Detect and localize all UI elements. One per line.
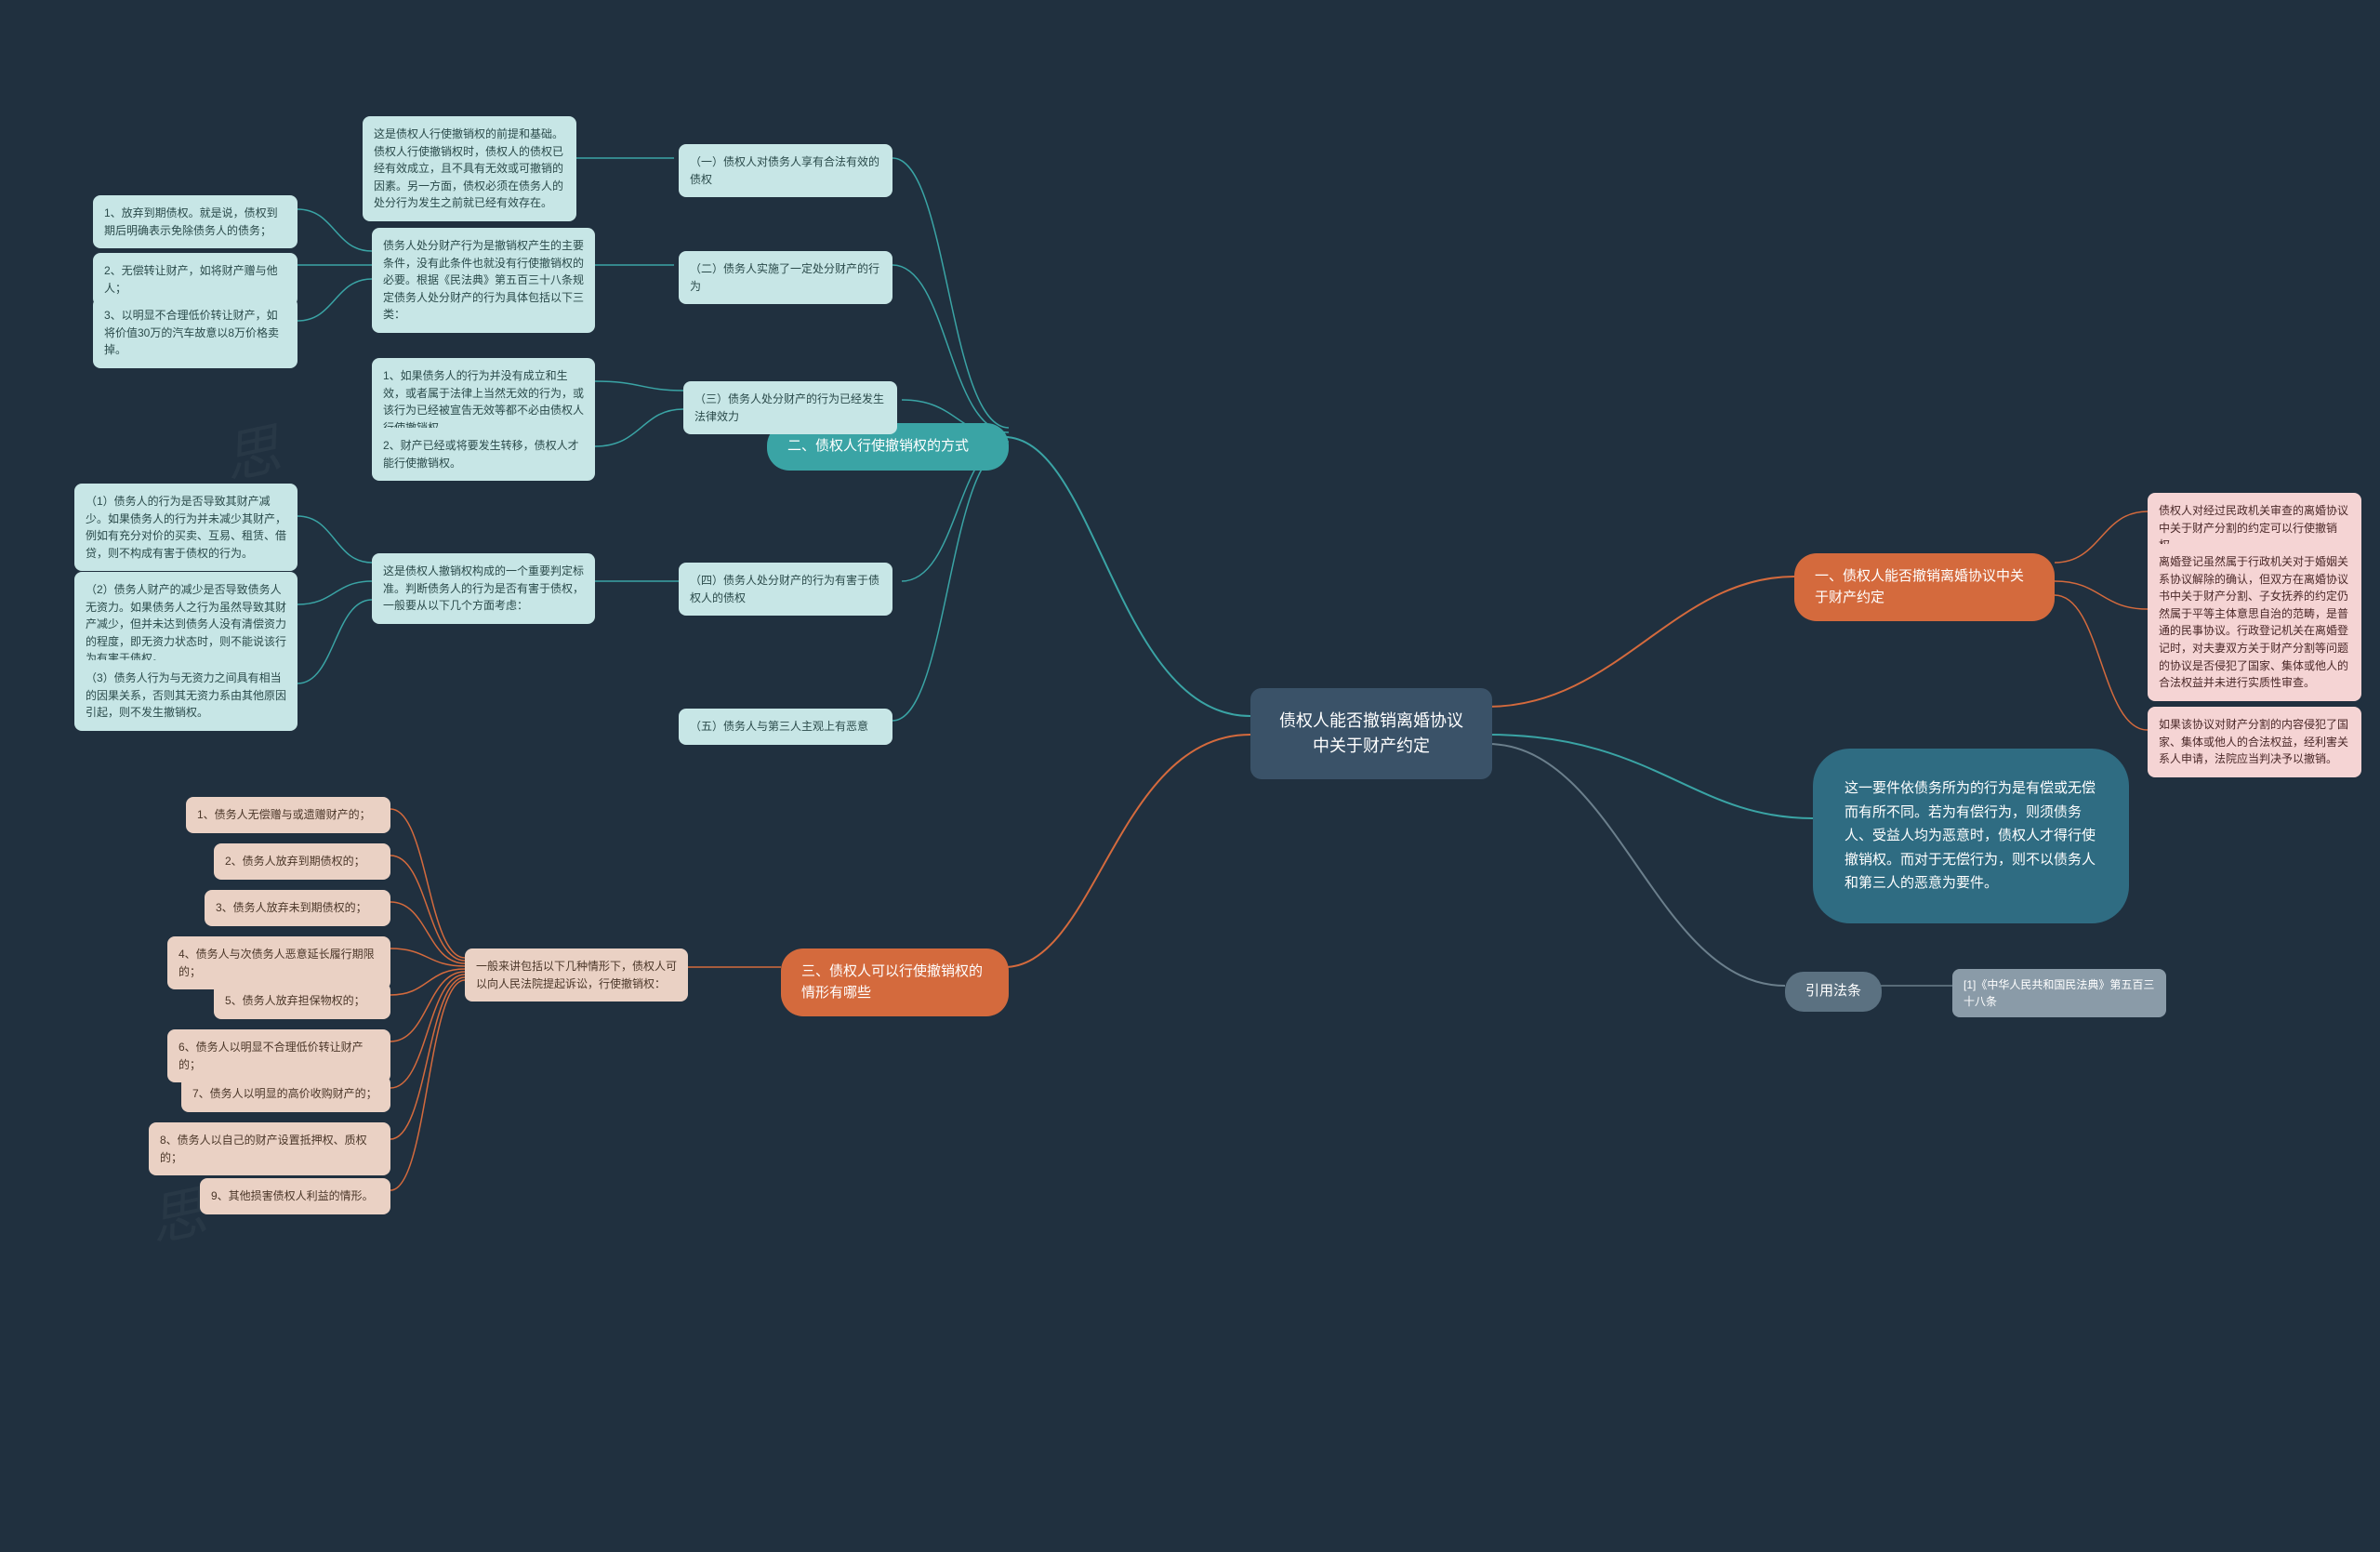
branch-3: 三、债权人可以行使撤销权的情形有哪些 [781,948,1009,1016]
branch-2-sub2-item-c: 3、以明显不合理低价转让财产，如将价值30万的汽车故意以8万价格卖掉。 [93,298,298,368]
branch-1-sub3: 如果该协议对财产分割的内容侵犯了国家、集体或他人的合法权益，经利害关系人申请，法… [2148,707,2361,777]
branch-3-item-b: 2、债务人放弃到期债权的； [214,843,390,880]
branch-3-item-c: 3、债务人放弃未到期债权的； [205,890,390,926]
branch-2-sub1: （一）债权人对债务人享有合法有效的债权 [679,144,892,197]
branch-3-item-i: 9、其他损害债权人利益的情形。 [200,1178,390,1214]
branch-2-sub2-detail: 债务人处分财产行为是撤销权产生的主要条件，没有此条件也就没有行使撤销权的必要。根… [372,228,595,333]
branch-4-detail: [1]《中华人民共和国民法典》第五百三十八条 [1952,969,2166,1017]
branch-2-sub3-item-b: 2、财产已经或将要发生转移，债权人才能行使撤销权。 [372,428,595,481]
branch-2-sub2: （二）债务人实施了一定处分财产的行为 [679,251,892,304]
watermark: 思 [216,405,287,496]
branch-2-sub5: （五）债务人与第三人主观上有恶意 [679,709,892,745]
branch-3-item-h: 8、债务人以自己的财产设置抵押权、质权的； [149,1122,390,1175]
branch-2-sub1-detail: 这是债权人行使撤销权的前提和基础。债权人行使撤销权时，债权人的债权已经有效成立，… [363,116,576,221]
branch-3-item-g: 7、债务人以明显的高价收购财产的； [181,1076,390,1112]
branch-3-detail: 一般来讲包括以下几种情形下，债权人可以向人民法院提起诉讼，行使撤销权： [465,948,688,1002]
root-node: 债权人能否撤销离婚协议中关于财产约定 [1250,688,1492,779]
branch-2-sub2-item-a: 1、放弃到期债权。就是说，债权到期后明确表示免除债务人的债务； [93,195,298,248]
branch-3-item-e: 5、债务人放弃担保物权的； [214,983,390,1019]
branch-2-sub4-item-c: （3）债务人行为与无资力之间具有相当的因果关系，否则其无资力系由其他原因引起，则… [74,660,298,731]
branch-3-item-d: 4、债务人与次债务人恶意延长履行期限的； [167,936,390,989]
branch-2-sub4-item-a: （1）债务人的行为是否导致其财产减少。如果债务人的行为并未减少其财产，例如有充分… [74,484,298,571]
branch-2-sub3: （三）债务人处分财产的行为已经发生法律效力 [683,381,897,434]
branch-3-item-a: 1、债务人无偿赠与或遗赠财产的； [186,797,390,833]
branch-2-sub4: （四）债务人处分财产的行为有害于债权人的债权 [679,563,892,616]
branch-1: 一、债权人能否撤销离婚协议中关于财产约定 [1794,553,2055,621]
branch-3-item-f: 6、债务人以明显不合理低价转让财产的； [167,1029,390,1082]
branch-2-sub4-detail: 这是债权人撤销权构成的一个重要判定标准。判断债务人的行为是否有害于债权，一般要从… [372,553,595,624]
branch-4: 引用法条 [1785,972,1882,1012]
bubble-note: 这一要件依债务所为的行为是有偿或无偿而有所不同。若为有偿行为，则须债务人、受益人… [1813,749,2129,923]
branch-1-sub2: 离婚登记虽然属于行政机关对于婚姻关系协议解除的确认，但双方在离婚协议书中关于财产… [2148,544,2361,701]
